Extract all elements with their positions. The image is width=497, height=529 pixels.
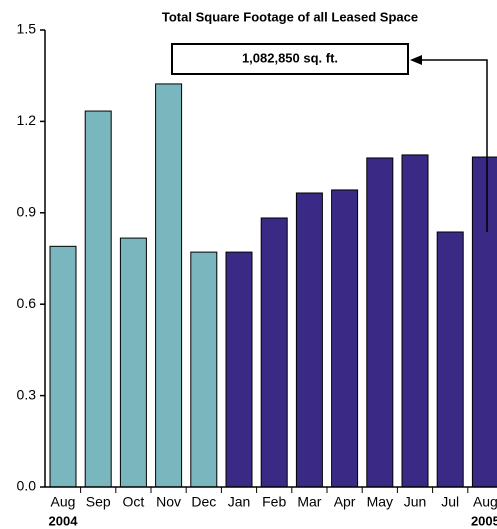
x-tick-label: Dec xyxy=(191,494,216,510)
bar xyxy=(295,192,323,488)
year-label: 2005 xyxy=(471,513,497,528)
bar xyxy=(119,237,147,488)
x-tick-label: Jan xyxy=(228,494,251,510)
annotation-box xyxy=(171,43,409,75)
bar xyxy=(436,231,464,488)
x-tick-label: Apr xyxy=(334,494,356,510)
y-tick-label: 0.0 xyxy=(17,478,37,494)
y-tick-label: 1.5 xyxy=(17,21,37,37)
bar xyxy=(331,189,359,488)
chart-title: Total Square Footage of all Leased Space xyxy=(162,9,418,24)
x-tick-label: Jun xyxy=(404,494,427,510)
x-tick-label: Sep xyxy=(86,494,111,510)
arrow-head xyxy=(410,55,422,65)
bar xyxy=(366,157,394,488)
bar xyxy=(84,110,112,488)
y-tick-label: 1.2 xyxy=(17,112,37,128)
x-tick-label: May xyxy=(367,494,393,510)
bar xyxy=(190,251,218,488)
y-tick-label: 0.3 xyxy=(17,386,37,402)
bar xyxy=(225,251,253,488)
bar xyxy=(471,156,497,488)
x-tick-label: Aug xyxy=(473,494,497,510)
y-tick-label: 0.9 xyxy=(17,204,37,220)
bar xyxy=(155,83,183,488)
annotation: 1,082,850 sq. ft. xyxy=(242,50,338,65)
x-tick-label: Aug xyxy=(51,494,76,510)
bar xyxy=(260,217,288,488)
x-tick-label: Feb xyxy=(262,494,286,510)
x-tick-label: Mar xyxy=(297,494,321,510)
bar xyxy=(401,154,429,488)
x-tick-label: Oct xyxy=(123,494,145,510)
x-tick-label: Jul xyxy=(441,494,459,510)
x-tick-label: Nov xyxy=(156,494,181,510)
year-label: 2004 xyxy=(49,513,79,528)
bar xyxy=(49,245,77,488)
y-tick-label: 0.6 xyxy=(17,295,37,311)
annotation-arrow xyxy=(420,59,488,232)
